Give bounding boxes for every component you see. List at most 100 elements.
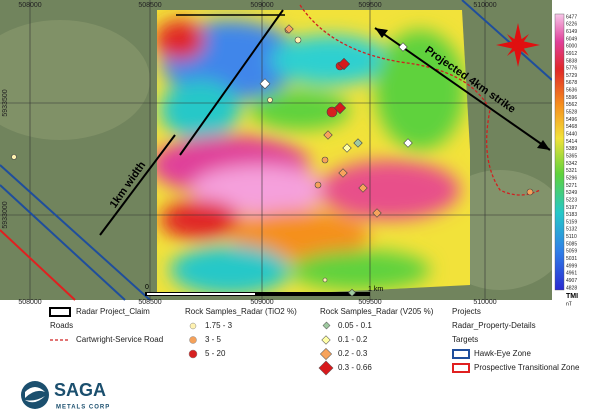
arrowhead — [537, 140, 550, 150]
colorbar-label: 5528 — [566, 110, 577, 116]
legend-label: Radar Project_Claim — [76, 307, 150, 316]
colorbar-label: 5496 — [566, 117, 577, 123]
colorbar-label: 6000 — [566, 44, 577, 50]
v2o5-swatch — [321, 335, 331, 345]
legend-label: Hawk-Eye Zone — [474, 349, 531, 358]
colorbar-label: 6477 — [566, 14, 577, 20]
legend-heading: Targets — [452, 335, 478, 344]
colorbar-label: 4961 — [566, 271, 577, 277]
colorbar-label: 5197 — [566, 205, 577, 211]
legend-label: Radar_Property-Details — [452, 321, 536, 330]
colorbar-label: 6049 — [566, 36, 577, 42]
y-coord-label: 5933000 — [2, 201, 9, 228]
v2o5-swatch — [322, 321, 331, 330]
colorbar-label: 5838 — [566, 58, 577, 64]
legend-label: 0.3 - 0.66 — [338, 363, 372, 372]
legend-label: 3 - 5 — [205, 335, 222, 344]
logo-sub: METALS CORP — [56, 405, 110, 411]
colorbar-label: 5776 — [566, 66, 577, 72]
legend-label: 1.75 - 3 — [205, 321, 233, 330]
colorbar-label: 5183 — [566, 212, 577, 218]
v2o5-swatch — [318, 360, 334, 376]
legend-heading: Roads — [50, 321, 73, 330]
x-coord-label: 509500 — [358, 299, 381, 306]
scale-bar — [147, 293, 255, 295]
colorbar-label: 5249 — [566, 190, 577, 196]
colorbar-label: 6149 — [566, 29, 577, 35]
logo-mark — [21, 381, 49, 409]
terrain — [0, 20, 150, 140]
tio2-swatch — [189, 322, 197, 330]
colorbar-label: 5296 — [566, 175, 577, 181]
colorbar-label: 5159 — [566, 219, 577, 225]
x-coord-label: 510000 — [473, 2, 496, 9]
width-line — [179, 9, 284, 156]
colorbar-label: 5223 — [566, 197, 577, 203]
legend-heading: Projects — [452, 307, 481, 316]
x-coord-label: 508500 — [138, 2, 161, 9]
claim-swatch — [49, 307, 71, 317]
colorbar-label: 5562 — [566, 102, 577, 108]
hawkeye-zone — [0, 164, 151, 301]
x-coord-label: 509000 — [250, 299, 273, 306]
colorbar-label: 4828 — [566, 285, 577, 291]
colorbar-label: 5678 — [566, 80, 577, 86]
width-line — [99, 134, 176, 236]
x-coord-label: 508000 — [18, 2, 41, 9]
colorbar-label: 5365 — [566, 153, 577, 159]
legend-heading: Rock Samples_Radar (TiO2 %) — [185, 307, 297, 316]
scale-label: 1 km — [368, 286, 383, 293]
colorbar — [554, 13, 565, 291]
transitional-swatch — [452, 363, 470, 373]
colorbar-label: 5271 — [566, 183, 577, 189]
hawkeye-swatch — [452, 349, 470, 359]
colorbar-label: 5031 — [566, 256, 577, 262]
legend-label: Cartwright-Service Road — [76, 335, 163, 344]
legend-label: 0.05 - 0.1 — [338, 321, 372, 330]
x-coord-label: 508500 — [138, 299, 161, 306]
road — [299, 4, 541, 196]
legend-label: 0.1 - 0.2 — [338, 335, 368, 344]
colorbar-label: 5110 — [566, 234, 577, 240]
colorbar-label: 5321 — [566, 168, 577, 174]
logo-wave — [25, 387, 45, 403]
colorbar-label: 4907 — [566, 278, 577, 284]
arrowhead — [375, 28, 388, 38]
grid — [0, 0, 552, 300]
logo-name: SAGA — [54, 380, 106, 400]
legend-heading: Rock Samples_Radar (V205 %) — [320, 307, 434, 316]
colorbar-unit: nT — [566, 301, 572, 307]
colorbar-label: 5440 — [566, 132, 577, 138]
scale-label: 0 — [145, 284, 149, 291]
colorbar-label: 5729 — [566, 73, 577, 79]
colorbar-label: 5912 — [566, 51, 577, 57]
v2o5-swatch — [319, 347, 333, 361]
x-coord-label: 509000 — [250, 2, 273, 9]
x-coord-label: 510000 — [473, 299, 496, 306]
colorbar-title: TMI — [566, 293, 578, 300]
colorbar-label: 4999 — [566, 263, 577, 269]
colorbar-label: 5389 — [566, 146, 577, 152]
samples — [11, 24, 534, 297]
colorbar-label: 5414 — [566, 139, 577, 145]
colorbar-label: 5132 — [566, 227, 577, 233]
colorbar-label: 5085 — [566, 241, 577, 247]
x-coord-label: 509500 — [358, 2, 381, 9]
tio2-swatch — [189, 336, 197, 344]
colorbar-label: 5636 — [566, 88, 577, 94]
logo: SAGA METALS CORP — [21, 380, 110, 411]
transitional-zone — [0, 229, 76, 301]
legend-label: Prospective Transitional Zone — [474, 363, 580, 372]
hawkeye-zone — [0, 184, 126, 301]
legend-label: 5 - 20 — [205, 349, 226, 358]
scale-bar — [145, 292, 370, 296]
colorbar-label: 6226 — [566, 22, 577, 28]
legend: Radar Project_Claim Roads Cartwright-Ser… — [49, 307, 580, 376]
x-coord-label: 508000 — [18, 299, 41, 306]
y-coord-label: 5933500 — [2, 89, 9, 116]
colorbar-label: 5468 — [566, 124, 577, 130]
tio2-swatch — [188, 349, 198, 359]
colorbar-label: 5596 — [566, 95, 577, 101]
